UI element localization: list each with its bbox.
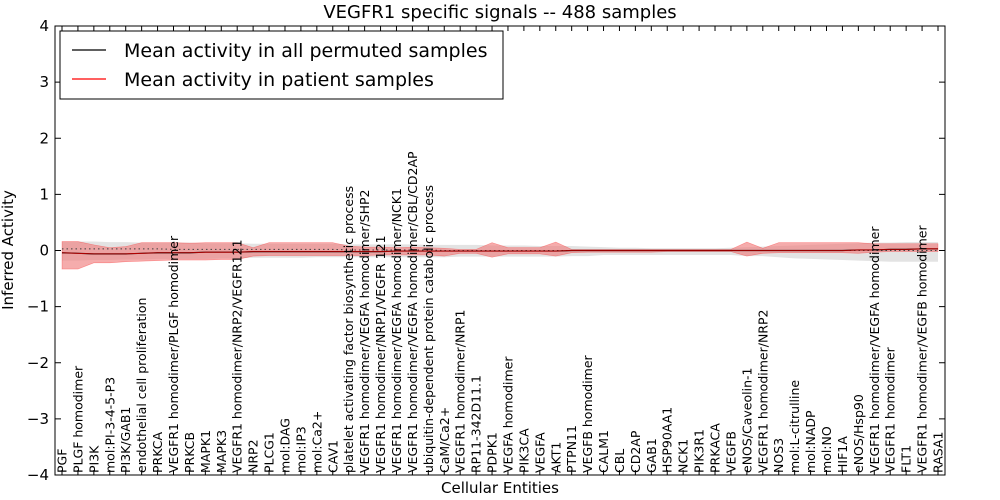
x-tick-label: CD2AP [628,430,643,473]
x-tick-label: platelet activating factor biosynthetic … [341,186,356,473]
y-tick-label: 4 [39,17,49,35]
x-tick-label: PI3K [86,445,101,473]
x-tick-label: RASA1 [931,432,946,473]
x-tick-label: ubiquitin-dependent protein catabolic pr… [421,185,436,473]
y-tick-label: −2 [27,354,49,372]
legend-box [59,30,504,100]
y-tick-label: 0 [39,242,49,260]
x-tick-label: VEGFR1 homodimer/NRP2/VEGFR121 [230,239,245,473]
x-tick-label: PGF [55,449,70,473]
chart-title: VEGFR1 specific signals -- 488 samples [323,2,676,23]
y-tick-label: −3 [27,410,49,428]
x-tick-label: VEGFR1 homodimer/PLGF homodimer [166,235,181,473]
y-axis-ticks: −4 −3 −2 −1 0 1 2 3 4 [27,17,945,484]
x-tick-label: mol:NO [819,426,834,473]
x-tick-label: PIK3CA [516,428,531,473]
x-tick-label: VEGFR1 homodimer/VEGFB homodimer [915,225,930,473]
x-tick-label: HIF1A [835,436,850,473]
x-tick-label: PLCG1 [262,432,277,473]
x-tick-label: VEGFA [532,432,547,473]
x-tick-label: VEGFR1 homodimer [883,346,898,473]
x-tick-label: endothelial cell proliferation [134,298,149,473]
x-tick-label: eNOS/Hsp90 [851,394,866,473]
x-tick-label: FLT1 [899,445,914,473]
x-tick-label: VEGFR1 homodimer/VEGFA homodimer [867,226,882,473]
confidence-bands [61,241,939,270]
x-tick-label: NCK1 [676,439,691,473]
x-tick-label: MAPK3 [214,430,229,473]
y-tick-label: 2 [39,129,49,147]
series-lines [61,248,938,255]
x-tick-label: RP11-342D11.1 [469,375,484,473]
x-tick-label: VEGFB [723,431,738,473]
x-tick-label: PRKCB [182,432,197,473]
y-tick-label: 3 [39,73,49,91]
x-tick-label: mol:PI-3-4-5-P3 [102,377,117,473]
x-tick-label: PIK3R1 [692,429,707,473]
line-patient [61,248,938,255]
x-tick-label: mol:NADP [803,410,818,473]
x-tick-label: mol:L-citrulline [787,380,802,473]
x-tick-label: VEGFR1 homodimer/VEGFA homodimer/CBL/CD2… [405,151,420,473]
x-tick-label: NRP2 [246,439,261,473]
x-tick-label: VEGFB homodimer [580,354,595,473]
x-tick-label: MAPK1 [198,430,213,473]
y-tick-label: −1 [27,298,49,316]
x-tick-label: VEGFR1 homodimer/VEGFA homodimer/SHP2 [357,189,372,473]
band-patient [61,241,939,270]
x-tick-label: VEGFR1 homodimer/NRP2 [755,310,770,473]
x-tick-label: PTPN11 [564,425,579,473]
legend: Mean activity in all permuted samples Me… [59,30,504,100]
x-tick-label: mol:Ca2+ [309,411,324,473]
y-tick-label: 1 [39,185,49,203]
x-tick-label: VEGFR1 homodimer/NRP1/VEGFR 121 [373,235,388,473]
x-tick-label: PI3K/GAB1 [118,407,133,473]
legend-label-patient: Mean activity in patient samples [124,69,434,91]
x-tick-label: GAB1 [644,438,659,473]
x-tick-label: VEGFA homodimer [500,356,515,473]
x-tick-label: PDPK1 [485,432,500,473]
x-tick-label: eNOS/Caveolin-1 [739,368,754,473]
x-tick-label: PLGF homodimer [70,365,85,473]
x-tick-label: VEGFR1 homodimer/VEGFA homodimer/NCK1 [389,188,404,473]
y-axis-label: Inferred Activity [0,190,17,310]
y-tick-label: −4 [27,466,49,484]
x-tick-label: VEGFR1 homodimer/NRP1 [453,310,468,473]
x-tick-label: CALM1 [596,430,611,473]
legend-label-permuted: Mean activity in all permuted samples [124,40,487,62]
x-tick-label: mol:IP3 [293,426,308,473]
x-tick-label: CaM/Ca2+ [437,407,452,473]
x-tick-label: AKT1 [548,442,563,473]
x-axis-ticks: PGF PLGF homodimer PI3K mol:PI-3-4-5-P3 PI3K… [55,26,946,475]
x-tick-label: CBL [612,449,627,473]
x-axis-label: Cellular Entities [441,479,559,497]
x-tick-label: HSP90AA1 [660,407,675,473]
x-tick-label: mol:DAG [277,418,292,473]
x-tick-label: PRKCA [150,432,165,473]
x-tick-label: CAV1 [325,440,340,473]
x-tick-label: NOS3 [771,438,786,473]
x-tick-label: PRKACA [708,423,723,473]
plot-area-frame [54,25,946,476]
